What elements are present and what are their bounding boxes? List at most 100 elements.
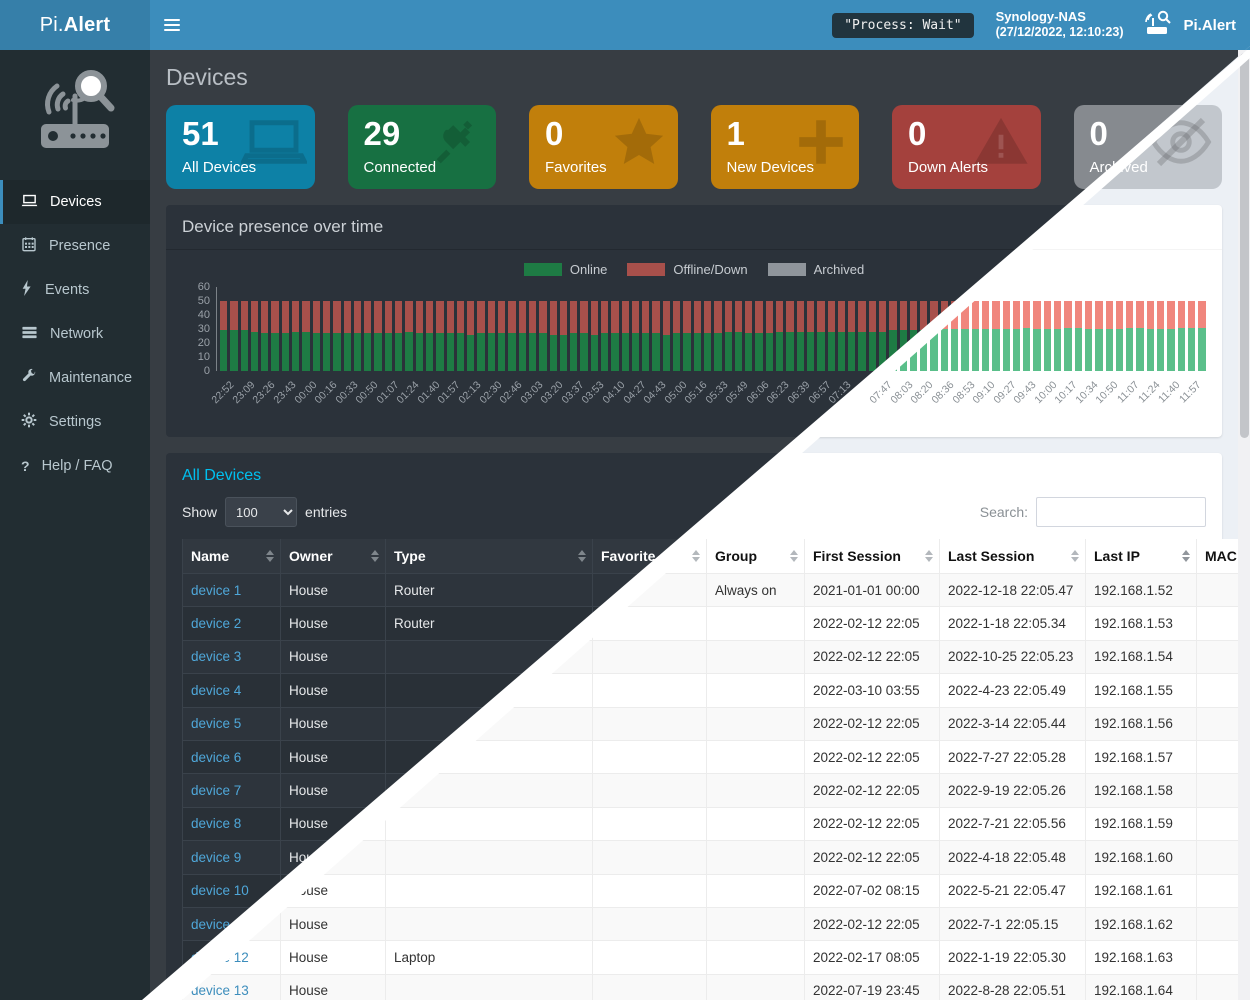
header-app-logo[interactable]: Pi.Alert (1145, 10, 1236, 40)
cell-first-session: 2022-02-12 22:05 (805, 841, 940, 874)
cell-last-ip: 192.168.1.57 (1086, 740, 1197, 773)
sort-icon (266, 550, 274, 562)
sidebar-item-settings[interactable]: Settings (0, 400, 150, 444)
laptop-icon (241, 113, 307, 176)
chart-bar (642, 301, 649, 371)
column-header-last-ip[interactable]: Last IP (1086, 539, 1197, 574)
column-header-type[interactable]: Type (386, 539, 593, 574)
device-link[interactable]: device 11 (191, 917, 248, 932)
sidebar-item-events[interactable]: Events (0, 268, 150, 312)
cell-owner: House (281, 674, 386, 707)
cell-last-ip: 192.168.1.60 (1086, 841, 1197, 874)
device-link[interactable]: device 10 (191, 883, 249, 898)
cell-name: device 3 (183, 640, 281, 673)
cell-last-ip: 192.168.1.55 (1086, 674, 1197, 707)
chart-bar (776, 301, 783, 371)
cell-type (386, 774, 593, 807)
x-tick-label: 09:43 (1012, 379, 1039, 406)
x-tick-label: 11:40 (1156, 379, 1183, 406)
sidebar-item-devices[interactable]: Devices (0, 180, 150, 224)
x-tick-label: 00:00 (292, 379, 319, 406)
chart-bar (570, 301, 577, 371)
cell-last-ip: 192.168.1.64 (1086, 974, 1197, 1000)
sidebar-item-label: Network (50, 326, 103, 342)
chart-bar (735, 301, 742, 371)
card-down-alerts[interactable]: 0 Down Alerts (892, 105, 1041, 189)
cell-last-ip: 192.168.1.54 (1086, 640, 1197, 673)
card-connected[interactable]: 29 Connected (348, 105, 497, 189)
device-link[interactable]: device 6 (191, 750, 241, 765)
device-link[interactable]: device 2 (191, 616, 241, 631)
x-tick-label: 10:17 (1053, 379, 1080, 406)
cell-owner: House (281, 774, 386, 807)
cell-owner: House (281, 640, 386, 673)
cell-name: device 9 (183, 841, 281, 874)
x-tick-label: 06:06 (744, 379, 771, 406)
card-new-devices[interactable]: 1 New Devices (711, 105, 860, 189)
device-link[interactable]: device 1 (191, 583, 241, 598)
page-scrollbar[interactable] (1238, 50, 1250, 1000)
chart-bar (313, 301, 320, 371)
sort-active-icon (1182, 550, 1190, 562)
device-link[interactable]: device 9 (191, 850, 241, 865)
column-header-last-session[interactable]: Last Session (940, 539, 1086, 574)
device-link[interactable]: device 8 (191, 816, 241, 831)
chart-bar (828, 301, 835, 371)
card-favorites[interactable]: 0 Favorites (529, 105, 678, 189)
search-input[interactable] (1036, 497, 1206, 527)
cell-favorite (593, 874, 707, 907)
cell-name: device 7 (183, 774, 281, 807)
cell-last-session: 2022-8-28 22:05.51 (940, 974, 1086, 1000)
entries-label: entries (305, 504, 347, 520)
chart-bar (1064, 301, 1071, 371)
chart-bar (1126, 301, 1133, 371)
x-tick-label: 22:52 (210, 379, 237, 406)
sidebar-item-network[interactable]: Network (0, 312, 150, 356)
x-tick-label: 05:49 (724, 379, 751, 406)
scrollbar-thumb[interactable] (1240, 53, 1249, 438)
chart-bar (1136, 301, 1143, 371)
chart-bar (302, 301, 309, 371)
search-control: Search: (980, 497, 1206, 527)
cell-first-session: 2022-02-12 22:05 (805, 707, 940, 740)
x-tick-label: 04:27 (621, 379, 648, 406)
chart-bar (1054, 301, 1061, 371)
device-link[interactable]: device 13 (191, 983, 249, 998)
x-tick-label: 23:43 (271, 379, 298, 406)
pialert-router-logo (0, 50, 150, 180)
x-tick-label: 10:50 (1094, 379, 1121, 406)
page-length-select[interactable]: 100 (225, 497, 297, 527)
chart-bar (261, 301, 268, 371)
chart-bar (848, 301, 855, 371)
x-tick-label: 09:27 (991, 379, 1018, 406)
chart-bar (395, 301, 402, 371)
device-link[interactable]: device 7 (191, 783, 241, 798)
device-link[interactable]: device 4 (191, 683, 241, 698)
sidebar-item-help-faq[interactable]: ?Help / FAQ (0, 444, 150, 488)
sidebar-item-maintenance[interactable]: Maintenance (0, 356, 150, 400)
legend-offline-swatch (627, 263, 665, 276)
chart-bar (714, 301, 721, 371)
cell-last-session: 2022-3-14 22:05.44 (940, 707, 1086, 740)
device-link[interactable]: device 3 (191, 649, 241, 664)
column-header-owner[interactable]: Owner (281, 539, 386, 574)
cell-last-session: 2022-1-18 22:05.34 (940, 607, 1086, 640)
x-tick-label: 02:46 (498, 379, 525, 406)
hamburger-icon[interactable] (150, 0, 194, 50)
column-header-first-session[interactable]: First Session (805, 539, 940, 574)
cell-favorite (593, 974, 707, 1000)
cell-first-session: 2021-01-01 00:00 (805, 574, 940, 607)
column-header-group[interactable]: Group (707, 539, 805, 574)
x-tick-label: 23:09 (230, 379, 257, 406)
cell-first-session: 2022-07-19 23:45 (805, 974, 940, 1000)
chart-bar (1116, 301, 1123, 371)
cell-owner: House (281, 974, 386, 1000)
sidebar-item-presence[interactable]: Presence (0, 224, 150, 268)
cell-last-ip: 192.168.1.59 (1086, 807, 1197, 840)
device-link[interactable]: device 5 (191, 716, 241, 731)
brand-logo[interactable]: Pi.Alert (0, 0, 150, 50)
sort-icon (578, 550, 586, 562)
network-icon (21, 325, 38, 344)
column-header-name[interactable]: Name (183, 539, 281, 574)
card-all-devices[interactable]: 51 All Devices (166, 105, 315, 189)
